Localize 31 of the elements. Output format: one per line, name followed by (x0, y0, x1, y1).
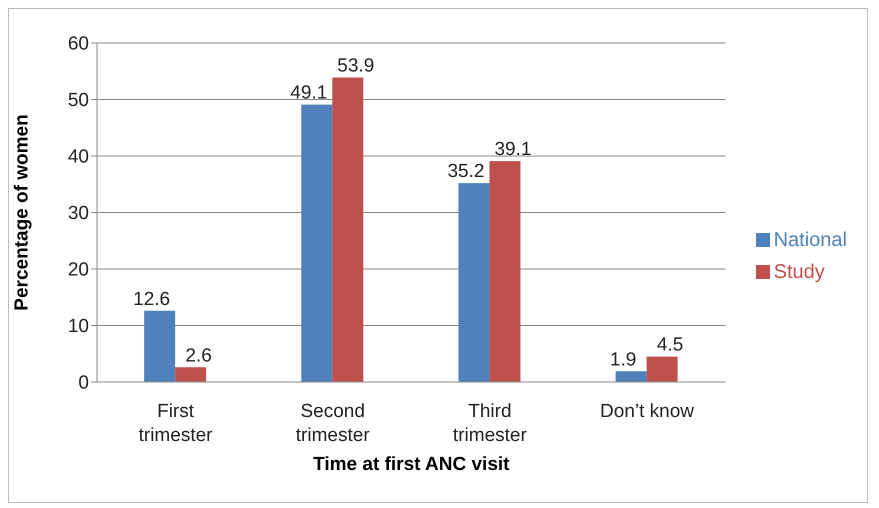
y-tick-label: 50 (68, 90, 89, 112)
x-axis-title: Time at first ANC visit (313, 454, 510, 475)
x-tick-label: Second trimester (296, 401, 370, 446)
data-label: 12.6 (133, 288, 170, 310)
data-label: 2.6 (185, 345, 212, 366)
data-label: 1.9 (610, 349, 636, 370)
y-tick-label: 30 (68, 203, 89, 224)
bar (144, 310, 176, 382)
data-label: 39.1 (494, 139, 532, 160)
data-label: 4.5 (656, 334, 684, 356)
bar (458, 183, 490, 382)
y-axis-title: Percentage of women (12, 114, 33, 311)
legend-label: Study (774, 260, 825, 282)
data-label: 49.1 (290, 82, 328, 104)
y-tick-label: 60 (68, 34, 89, 55)
y-tick-label: 20 (68, 260, 89, 281)
data-label: 35.2 (447, 161, 484, 182)
bar (301, 104, 332, 382)
x-tick-label: First trimester (138, 401, 214, 446)
bar (175, 367, 206, 382)
x-tick-label: Third trimester (452, 401, 528, 446)
y-tick-label: 10 (68, 316, 89, 338)
data-label: 53.9 (337, 55, 374, 76)
y-tick-label: 40 (68, 146, 89, 168)
bar (616, 371, 647, 382)
bar (489, 161, 520, 382)
bar (646, 356, 678, 382)
x-tick-label: Don’t know (600, 401, 694, 422)
bar (332, 77, 364, 382)
y-tick-label: 0 (78, 372, 89, 394)
legend-label: National (774, 228, 847, 250)
